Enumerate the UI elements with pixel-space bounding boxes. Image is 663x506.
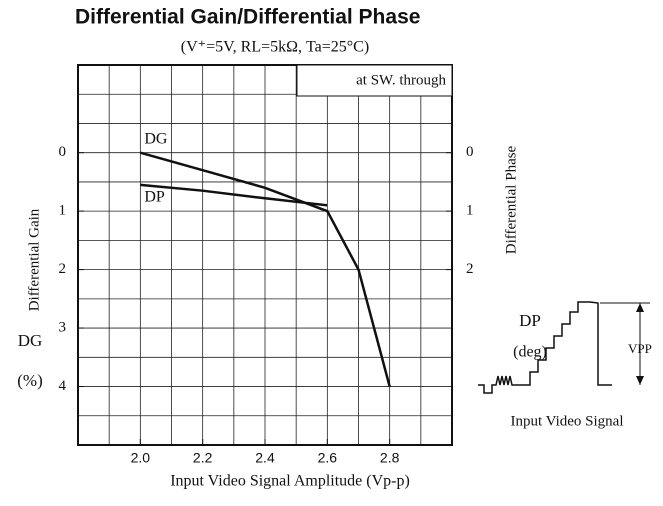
series-label: DG — [144, 130, 168, 147]
y2-axis-unit: (deg) — [513, 344, 547, 361]
y-tick-label: 0 — [59, 144, 67, 160]
y2-tick-label: 2 — [466, 261, 474, 277]
y-tick-label: 3 — [59, 320, 67, 336]
chart-title: Differential Gain/Differential Phase — [75, 6, 420, 29]
inset-label: VPP — [628, 341, 652, 356]
y-axis-label: Differential Gain — [26, 208, 42, 311]
chart-subtitle: (V⁺=5V, RL=5kΩ, Ta=25°C) — [181, 39, 369, 56]
inset-waveform — [478, 301, 612, 394]
series-line — [139, 151, 391, 387]
x-tick-label: 2.0 — [131, 450, 151, 466]
annotation-box — [296, 64, 453, 97]
y-tick-label: 1 — [59, 203, 67, 219]
y-tick-label: 2 — [59, 261, 67, 277]
annotation: at SW. through — [356, 72, 446, 88]
x-tick-label: 2.4 — [255, 450, 275, 466]
y-axis-unit: (%) — [17, 371, 42, 390]
y2-axis-symbol: DP — [519, 311, 541, 330]
inset-caption: Input Video Signal — [511, 413, 624, 429]
inset-arrow-head — [636, 303, 644, 312]
y2-axis-label: Differential Phase — [503, 145, 519, 254]
x-axis-label: Input Video Signal Amplitude (Vp-p) — [170, 473, 410, 490]
series-label: DP — [144, 189, 165, 206]
x-tick-label: 2.8 — [380, 450, 400, 466]
x-tick-label: 2.2 — [193, 450, 213, 466]
y2-tick-label: 0 — [466, 144, 474, 160]
y-axis-symbol: DG — [18, 331, 43, 350]
y-tick-label: 4 — [59, 378, 67, 394]
inset-arrow-head — [636, 376, 644, 385]
x-tick-label: 2.6 — [318, 450, 338, 466]
y2-tick-label: 1 — [466, 203, 474, 219]
